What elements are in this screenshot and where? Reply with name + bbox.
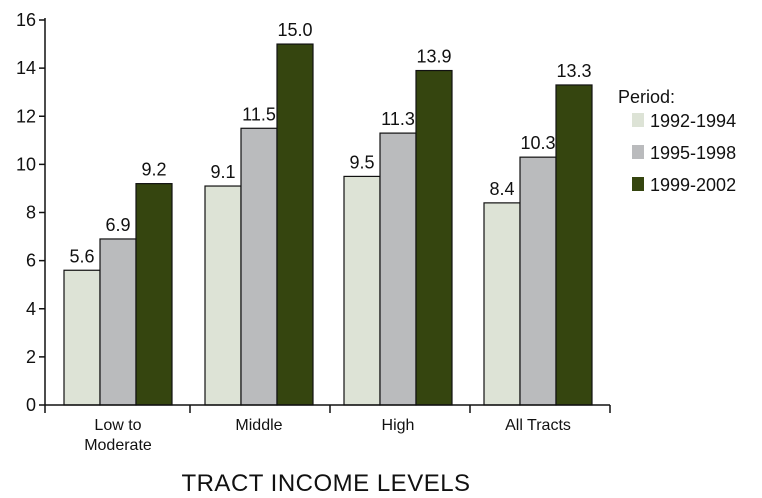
- data-label: 13.3: [556, 61, 591, 81]
- legend-swatch: [632, 113, 644, 127]
- legend-swatch: [632, 177, 644, 191]
- y-tick-label: 4: [26, 299, 36, 319]
- data-labels-layer: 5.6 6.9 9.2 9.1 11.5 15.0 9.5 11.3 13.9 8.4 10.3 13…: [69, 20, 591, 266]
- y-tick-label: 6: [26, 251, 36, 271]
- y-tick-label: 10: [16, 154, 36, 174]
- bar-1-4: [483, 202, 521, 406]
- data-label: 8.4: [489, 179, 514, 199]
- y-tick-label: 2: [26, 347, 36, 367]
- bar-3-2: [276, 43, 314, 406]
- bar-2-1: [99, 238, 137, 406]
- data-label: 9.2: [141, 160, 166, 180]
- y-tick-label: 14: [16, 58, 36, 78]
- data-label: 10.3: [520, 133, 555, 153]
- bar-1-1: [63, 269, 101, 406]
- legend-label: 1995-1998: [650, 143, 736, 163]
- bar-2-2: [240, 127, 278, 406]
- data-label: 15.0: [277, 20, 312, 40]
- bar-3-1: [135, 183, 173, 406]
- data-label: 13.9: [416, 47, 451, 67]
- x-tick-label: High: [382, 417, 415, 434]
- axes-layer: 0 2 4 6 8 10 12 14 16 Low to Moderate Middle High All…: [16, 10, 611, 454]
- data-label: 11.3: [381, 109, 415, 129]
- legend: Period: 1992-1994 1995-1998 1999-2002: [618, 87, 736, 195]
- bar-3-4: [555, 84, 593, 406]
- bar-2-4: [519, 156, 557, 406]
- x-axis-title: TRACT INCOME LEVELS: [181, 470, 470, 497]
- data-label: 9.5: [349, 152, 374, 172]
- y-tick-label: 16: [16, 10, 36, 30]
- x-tick-label: Middle: [235, 417, 282, 434]
- y-tick-label: 0: [26, 395, 36, 415]
- data-label: 6.9: [105, 215, 130, 235]
- bars-layer: [63, 43, 593, 406]
- bar-3-3: [415, 69, 453, 406]
- data-label: 11.5: [242, 104, 276, 124]
- x-tick-label: Low to Moderate: [84, 417, 152, 454]
- legend-label: 1992-1994: [650, 111, 736, 131]
- bar-1-3: [343, 175, 381, 406]
- x-tick-label: All Tracts: [505, 417, 571, 434]
- data-label: 9.1: [210, 162, 235, 182]
- legend-label: 1999-2002: [650, 175, 736, 195]
- bar-1-2: [204, 185, 242, 406]
- y-tick-label: 8: [26, 203, 36, 223]
- legend-title: Period:: [618, 87, 675, 107]
- data-label: 5.6: [69, 246, 94, 266]
- y-tick-label: 12: [16, 106, 36, 126]
- legend-swatch: [632, 145, 644, 159]
- bar-2-3: [379, 132, 417, 406]
